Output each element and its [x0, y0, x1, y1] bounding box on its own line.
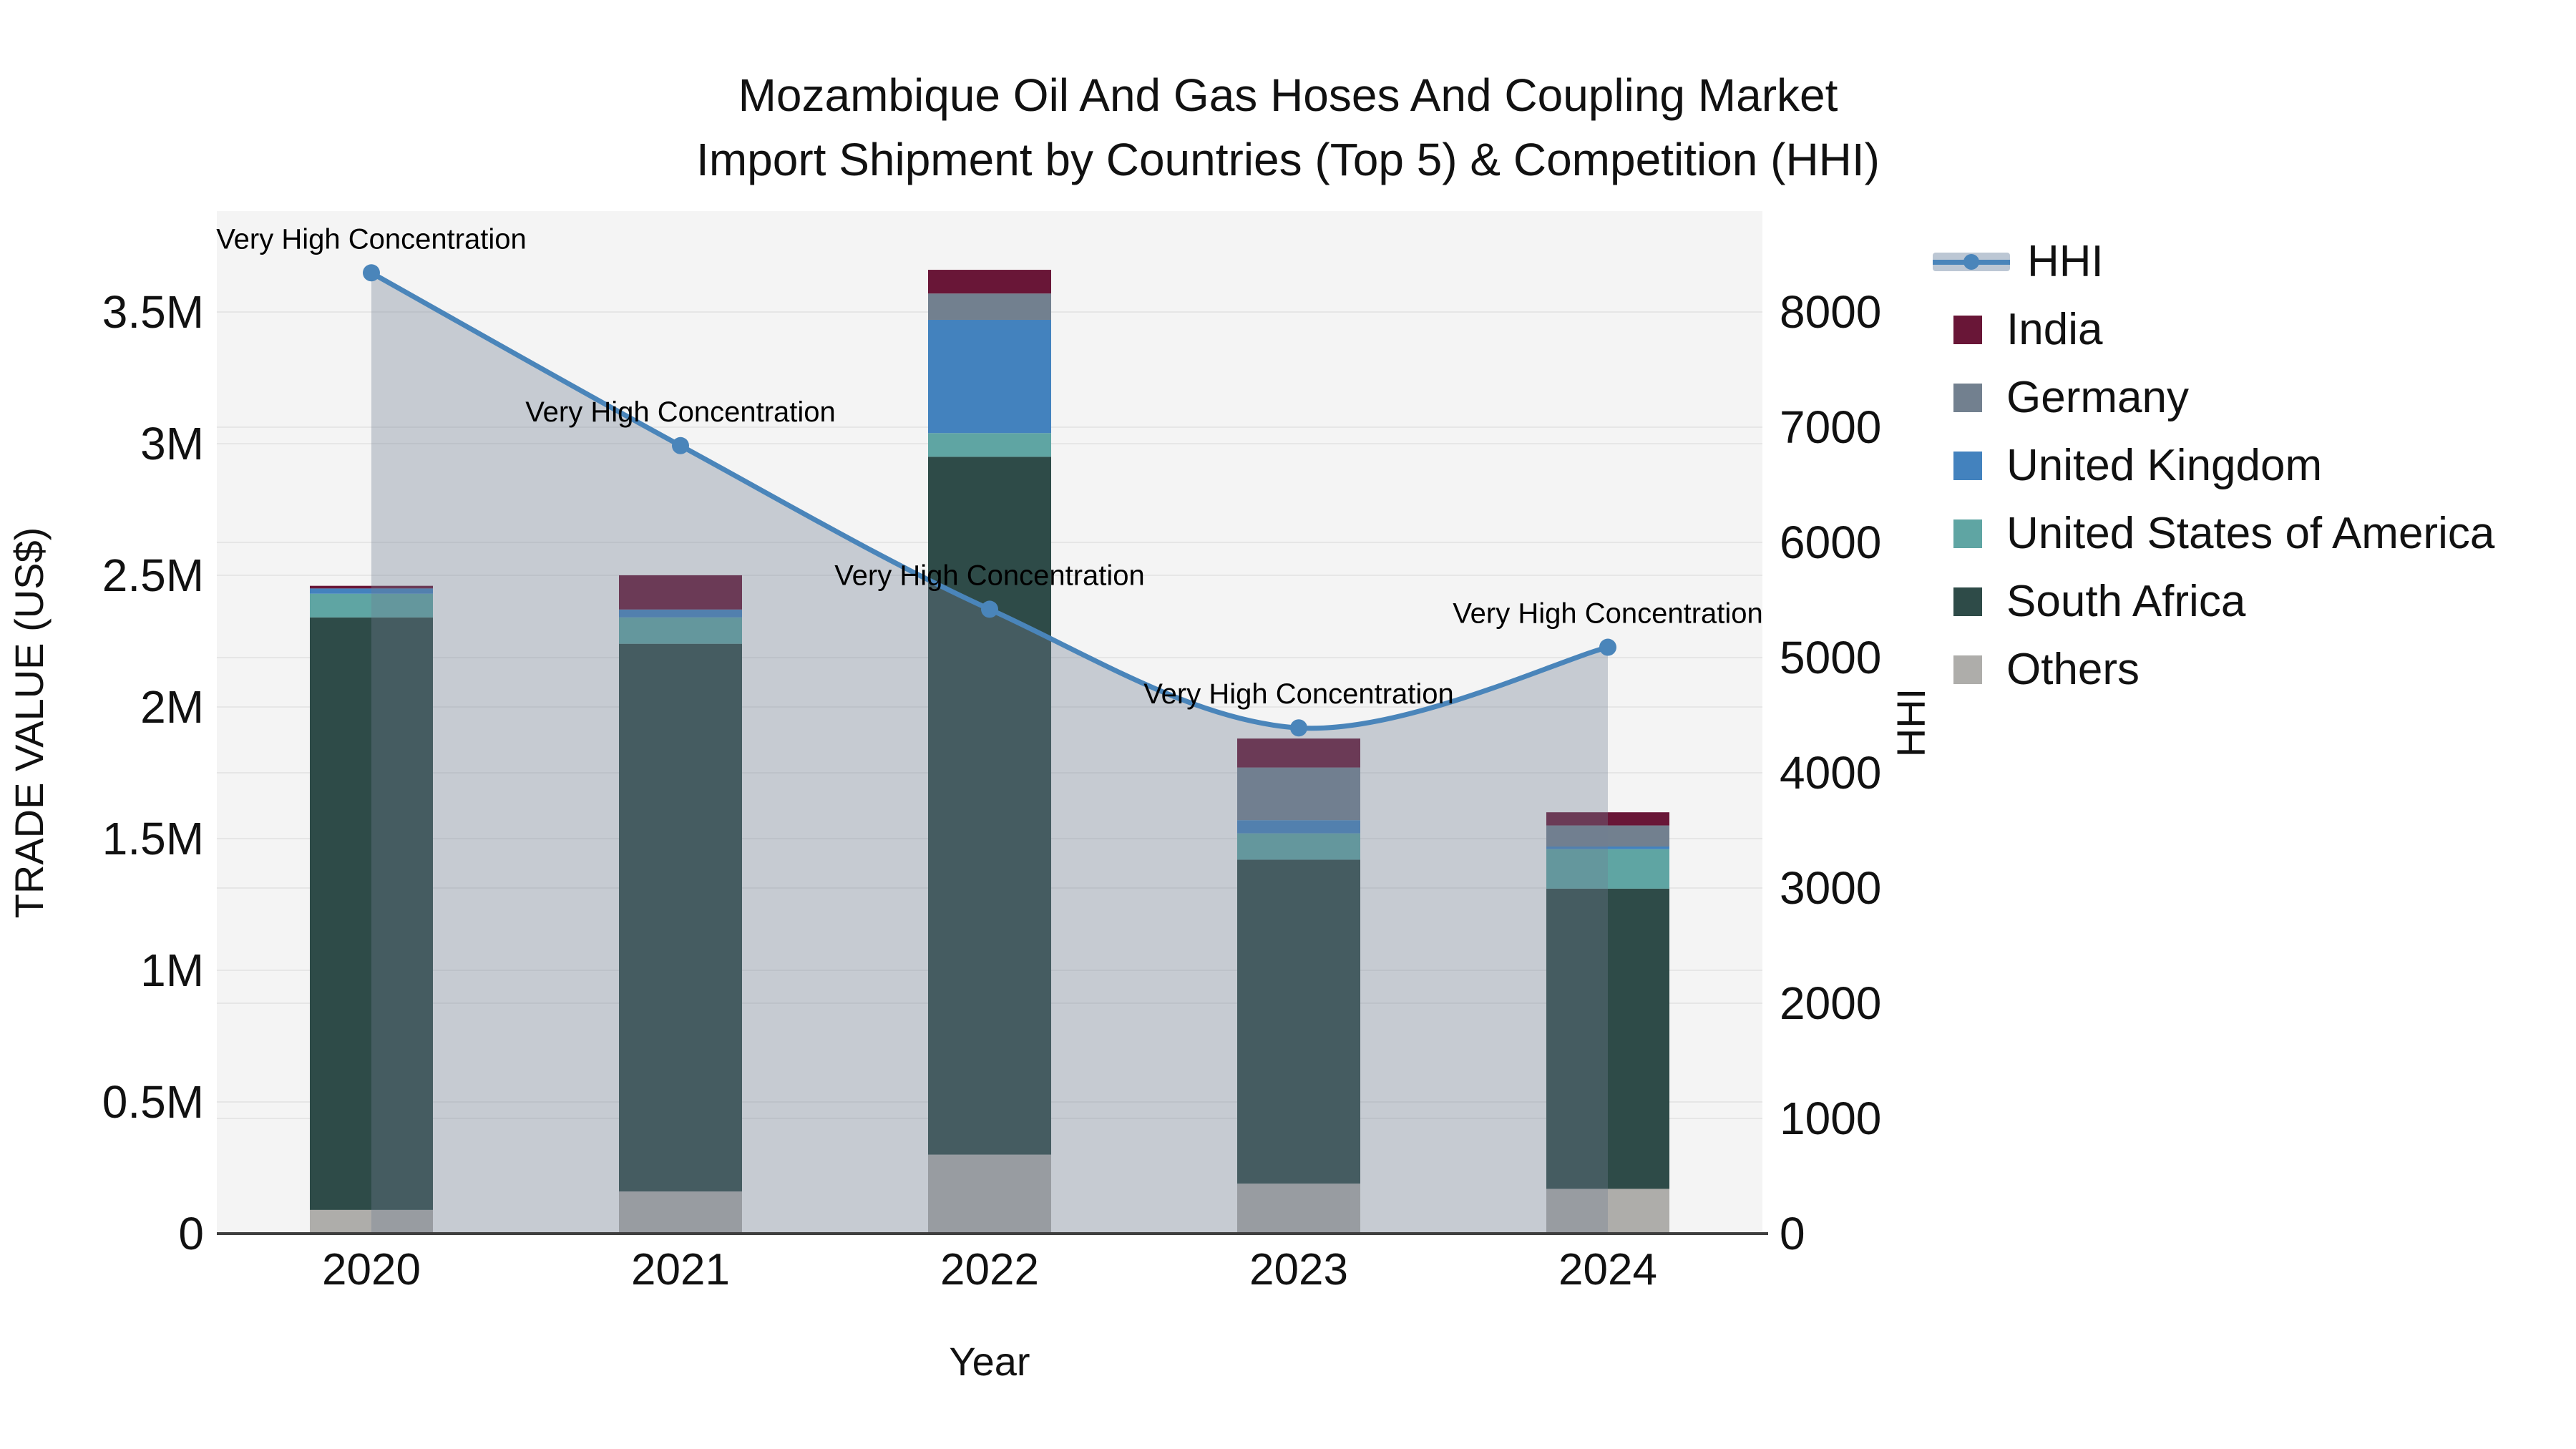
annotation-2024: Very High Concentration: [1453, 598, 1763, 630]
x-tick-2022: 2022: [940, 1245, 1039, 1294]
bar-segment-india-2023[interactable]: [1237, 738, 1360, 768]
bar-segment-south-africa-2023[interactable]: [1237, 859, 1360, 1184]
bar-segment-united-kingdom-2023[interactable]: [1237, 820, 1360, 834]
bar-segment-united-kingdom-2020[interactable]: [310, 588, 433, 594]
chart-title-line2: Import Shipment by Countries (Top 5) & C…: [696, 134, 1880, 185]
bar-segment-south-africa-2021[interactable]: [619, 643, 742, 1192]
hhi-point-2023[interactable]: [1290, 719, 1307, 737]
y-left-tick: 2M: [140, 681, 204, 733]
legend-label: South Africa: [2006, 577, 2246, 626]
legend-color-swatch: [1953, 587, 1982, 616]
legend-color-swatch: [1953, 451, 1982, 480]
legend-color-swatch: [1953, 655, 1982, 684]
x-axis-title: Year: [949, 1339, 1030, 1384]
bar-segment-united-states-of-america-2023[interactable]: [1237, 833, 1360, 860]
bar-segment-india-2021[interactable]: [619, 575, 742, 610]
bar-segment-germany-2022[interactable]: [928, 293, 1051, 320]
bar-segment-south-africa-2020[interactable]: [310, 617, 433, 1210]
bar-segment-others-2024[interactable]: [1546, 1189, 1669, 1234]
legend: HHI India Germany United Kingdom United Stat…: [1933, 228, 2494, 703]
bar-segment-others-2020[interactable]: [310, 1209, 433, 1234]
y-left-tick: 1M: [140, 945, 204, 996]
y-right-tick: 8000: [1780, 286, 1881, 338]
bar-segment-india-2020[interactable]: [310, 585, 433, 589]
legend-item-hhi[interactable]: HHI: [1933, 228, 2494, 296]
y-left-axis-title: TRADE VALUE (US$): [6, 527, 52, 919]
y-right-tick: 7000: [1780, 401, 1881, 453]
x-tick-2020: 2020: [322, 1245, 421, 1294]
y-right-tick: 5000: [1780, 632, 1881, 683]
y-right-axis-title: HHI: [1888, 688, 1933, 757]
hhi-marker-dot: [1963, 253, 1979, 270]
bar-segment-india-2022[interactable]: [928, 270, 1051, 294]
bar-segment-others-2022[interactable]: [928, 1154, 1051, 1234]
legend-color-swatch: [1953, 383, 1982, 412]
legend-label: HHI: [2027, 237, 2104, 286]
annotation-2023: Very High Concentration: [1143, 678, 1454, 710]
bar-segment-united-kingdom-2024[interactable]: [1546, 847, 1669, 849]
hhi-point-2022[interactable]: [981, 600, 998, 618]
bar-segment-united-states-of-america-2021[interactable]: [619, 617, 742, 644]
y-right-tick: 0: [1780, 1208, 1805, 1259]
legend-item-germany[interactable]: Germany: [1953, 364, 2494, 431]
legend-item-others[interactable]: Others: [1953, 635, 2494, 703]
y-right-tick: 6000: [1780, 517, 1881, 568]
annotation-2021: Very High Concentration: [525, 396, 836, 428]
annotation-2020: Very High Concentration: [216, 223, 527, 255]
chart-title: Mozambique Oil And Gas Hoses And Couplin…: [0, 63, 2576, 192]
y-left-tick: 3.5M: [102, 286, 204, 338]
legend-item-india[interactable]: India: [1953, 296, 2494, 364]
legend-label: United States of America: [2006, 509, 2495, 558]
y-left-tick: 1.5M: [102, 813, 204, 864]
bar-segment-south-africa-2024[interactable]: [1546, 888, 1669, 1189]
chart-title-line1: Mozambique Oil And Gas Hoses And Couplin…: [738, 69, 1838, 121]
y-left-tick: 0.5M: [102, 1076, 204, 1128]
bar-segment-united-kingdom-2021[interactable]: [619, 609, 742, 618]
annotation-2022: Very High Concentration: [834, 560, 1145, 591]
bar-segment-united-states-of-america-2022[interactable]: [928, 433, 1051, 457]
legend-item-united-states-of-america[interactable]: United States of America: [1953, 499, 2494, 567]
bar-segment-others-2023[interactable]: [1237, 1184, 1360, 1234]
x-tick-2024: 2024: [1558, 1245, 1657, 1294]
legend-color-swatch: [1953, 315, 1982, 344]
x-tick-2023: 2023: [1249, 1245, 1348, 1294]
hhi-point-2021[interactable]: [672, 436, 689, 454]
y-left-tick: 2.5M: [102, 550, 204, 601]
bar-segment-south-africa-2022[interactable]: [928, 457, 1051, 1155]
hhi-line-swatch-icon: [1933, 246, 2010, 278]
x-tick-2021: 2021: [631, 1245, 730, 1294]
legend-label: Others: [2006, 645, 2140, 694]
legend-item-united-kingdom[interactable]: United Kingdom: [1953, 431, 2494, 499]
bar-segment-germany-2024[interactable]: [1546, 825, 1669, 847]
y-right-tick: 4000: [1780, 747, 1881, 799]
hhi-point-2020[interactable]: [363, 264, 380, 282]
y-right-tick: 1000: [1780, 1093, 1881, 1144]
bar-segment-united-kingdom-2022[interactable]: [928, 319, 1051, 434]
hhi-area-fill: [371, 273, 1608, 1234]
bar-segment-united-states-of-america-2020[interactable]: [310, 593, 433, 618]
bar-segment-united-states-of-america-2024[interactable]: [1546, 849, 1669, 889]
y-left-tick: 3M: [140, 418, 204, 469]
bar-segment-india-2024[interactable]: [1546, 812, 1669, 826]
legend-label: United Kingdom: [2006, 441, 2323, 490]
y-right-tick: 2000: [1780, 977, 1881, 1029]
bar-segment-others-2021[interactable]: [619, 1191, 742, 1234]
y-left-tick: 0: [178, 1208, 204, 1259]
legend-label: India: [2006, 305, 2103, 354]
legend-item-south-africa[interactable]: South Africa: [1953, 567, 2494, 635]
hhi-point-2024[interactable]: [1599, 638, 1616, 656]
legend-label: Germany: [2006, 373, 2189, 422]
legend-color-swatch: [1953, 519, 1982, 548]
bar-segment-germany-2023[interactable]: [1237, 767, 1360, 821]
y-right-tick: 3000: [1780, 862, 1881, 914]
